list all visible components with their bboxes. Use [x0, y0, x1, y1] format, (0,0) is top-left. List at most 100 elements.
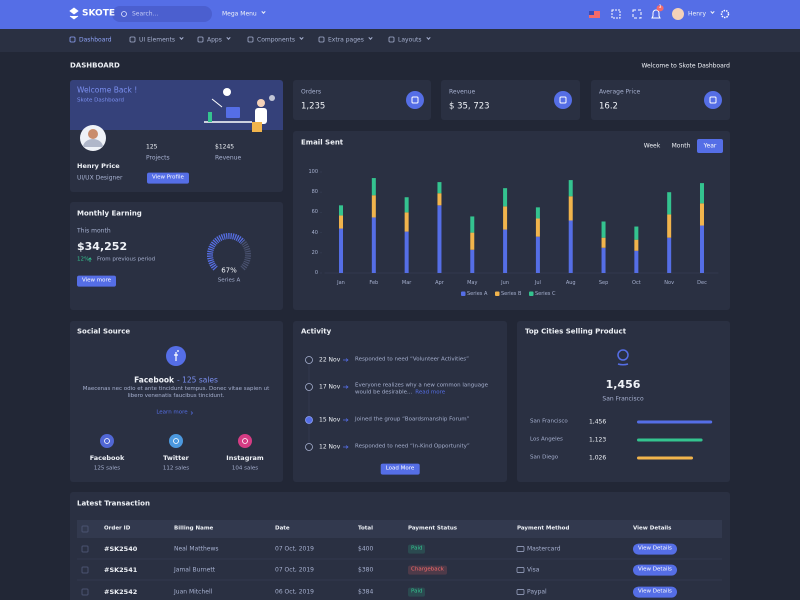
- bar-segment: [437, 205, 442, 273]
- nav-item[interactable]: Components: [257, 36, 303, 44]
- bar-segment: [503, 188, 508, 207]
- range-button[interactable]: Week: [643, 142, 661, 150]
- welcome-subtitle: Skote Dashboard: [77, 97, 124, 104]
- social-glyph: [242, 438, 248, 444]
- status-badge: Paid: [408, 587, 426, 597]
- table-header: [77, 520, 722, 538]
- activity-date: 15 Nov: [319, 416, 341, 424]
- checkbox: [81, 545, 89, 553]
- transactions-card: [70, 492, 730, 600]
- bar-segment: [339, 205, 344, 216]
- x-tick-label: Jul: [534, 279, 541, 286]
- notification-badge: 3: [656, 5, 664, 11]
- x-tick-label: Aug: [565, 279, 576, 286]
- view-profile-button[interactable]: View Profile: [147, 172, 189, 184]
- activity-arrow: [343, 418, 349, 422]
- profile-face: [88, 129, 98, 139]
- social-sales: 125 sales: [93, 465, 121, 472]
- cities-card: [517, 321, 730, 482]
- activity-arrow: [343, 358, 349, 362]
- user-avatar[interactable]: [672, 8, 684, 20]
- payment-method: Mastercard: [527, 545, 561, 553]
- legend-swatch: [529, 291, 534, 296]
- welcome-illustration: [204, 88, 275, 132]
- cell: Neal Matthews: [174, 545, 219, 553]
- view-details-button[interactable]: View Details: [633, 586, 677, 598]
- nav-item[interactable]: Dashboard: [79, 36, 112, 44]
- settings-icon[interactable]: [720, 9, 730, 19]
- bar-segment: [535, 207, 540, 219]
- x-tick-label: Oct: [632, 279, 641, 286]
- stat-label: Average Price: [599, 88, 641, 96]
- bar-segment: [699, 203, 704, 226]
- status-badge: Paid: [408, 544, 426, 554]
- y-tick-label: 60: [311, 209, 318, 216]
- nav-item[interactable]: Apps: [207, 36, 230, 44]
- flag-icon[interactable]: [589, 11, 600, 18]
- x-tick-label: May: [467, 279, 478, 286]
- nav-item[interactable]: UI Elements: [139, 36, 183, 44]
- stat-card: [441, 80, 580, 120]
- description: Maecenas nec odio et ante tincidunt temp…: [82, 386, 270, 400]
- nav-item[interactable]: Layouts: [398, 36, 430, 44]
- view-more-button[interactable]: View more: [77, 275, 117, 287]
- social-glyph: [173, 438, 179, 444]
- city-row-name: Los Angeles: [530, 436, 563, 443]
- social-card: [70, 321, 283, 482]
- city-total: 1,456: [605, 378, 641, 392]
- range-active: [697, 139, 723, 153]
- legend-swatch: [495, 291, 500, 296]
- search-input[interactable]: Search...: [132, 10, 159, 18]
- change-text: From previous period: [97, 256, 156, 263]
- fullscreen-icon[interactable]: [632, 9, 642, 19]
- mega-menu[interactable]: Mega Menu: [222, 10, 265, 18]
- card-title: Social Source: [77, 327, 131, 336]
- stat-glyph: [559, 96, 567, 104]
- featured-heading: Facebook - 125 sales: [134, 375, 218, 384]
- earning-card: [70, 202, 283, 310]
- checkbox: [81, 525, 89, 533]
- bar-segment: [601, 247, 606, 273]
- bar-segment: [470, 232, 475, 250]
- column-header: Payment Method: [517, 525, 570, 532]
- nav-icon: [388, 36, 395, 43]
- social-sales: 104 sales: [231, 465, 259, 472]
- period: This month: [77, 227, 111, 235]
- stat-card: [293, 80, 431, 120]
- user-menu[interactable]: Henry: [688, 10, 714, 18]
- read-more-link[interactable]: Read more: [415, 389, 446, 396]
- y-tick-label: 80: [311, 189, 318, 196]
- activity-text: Joined the group “Boardsmanship Forum”: [355, 416, 500, 423]
- cell: 07 Oct, 2019: [275, 566, 314, 574]
- stat-icon: [704, 91, 722, 109]
- apps-icon[interactable]: [611, 9, 621, 19]
- view-details-button[interactable]: View Details: [633, 564, 677, 576]
- featured-name: Facebook: [134, 375, 175, 385]
- column-header: Payment Status: [408, 525, 458, 532]
- social-name: Twitter: [163, 453, 189, 462]
- bar-segment: [437, 182, 442, 194]
- social-icon: [100, 434, 114, 448]
- nav-icon: [318, 36, 325, 43]
- range-button[interactable]: Month: [671, 142, 691, 150]
- logo-icon: [69, 7, 79, 20]
- profile-stat-value: $1245: [215, 143, 235, 151]
- cell: $384: [358, 588, 374, 596]
- timeline-dot: [305, 416, 313, 424]
- y-tick-label: 40: [311, 229, 318, 236]
- search-box[interactable]: [112, 6, 212, 22]
- load-more-button[interactable]: Load More: [380, 463, 420, 475]
- activity-text: Everyone realizes why a new common langu…: [355, 382, 488, 396]
- amount: $34,252: [77, 240, 128, 254]
- bar-segment: [667, 192, 672, 215]
- view-details-button[interactable]: View Details: [633, 543, 677, 555]
- nav-item[interactable]: Extra pages: [328, 36, 372, 44]
- learn-more-link[interactable]: Learn more: [156, 409, 188, 416]
- stat-icon: [406, 91, 424, 109]
- logo: SKOTE: [82, 8, 115, 19]
- column-header: View Details: [633, 525, 672, 532]
- range-button[interactable]: Year: [703, 142, 717, 150]
- cell: #SK2541: [104, 565, 138, 574]
- stat-value: $ 35, 723: [449, 101, 490, 112]
